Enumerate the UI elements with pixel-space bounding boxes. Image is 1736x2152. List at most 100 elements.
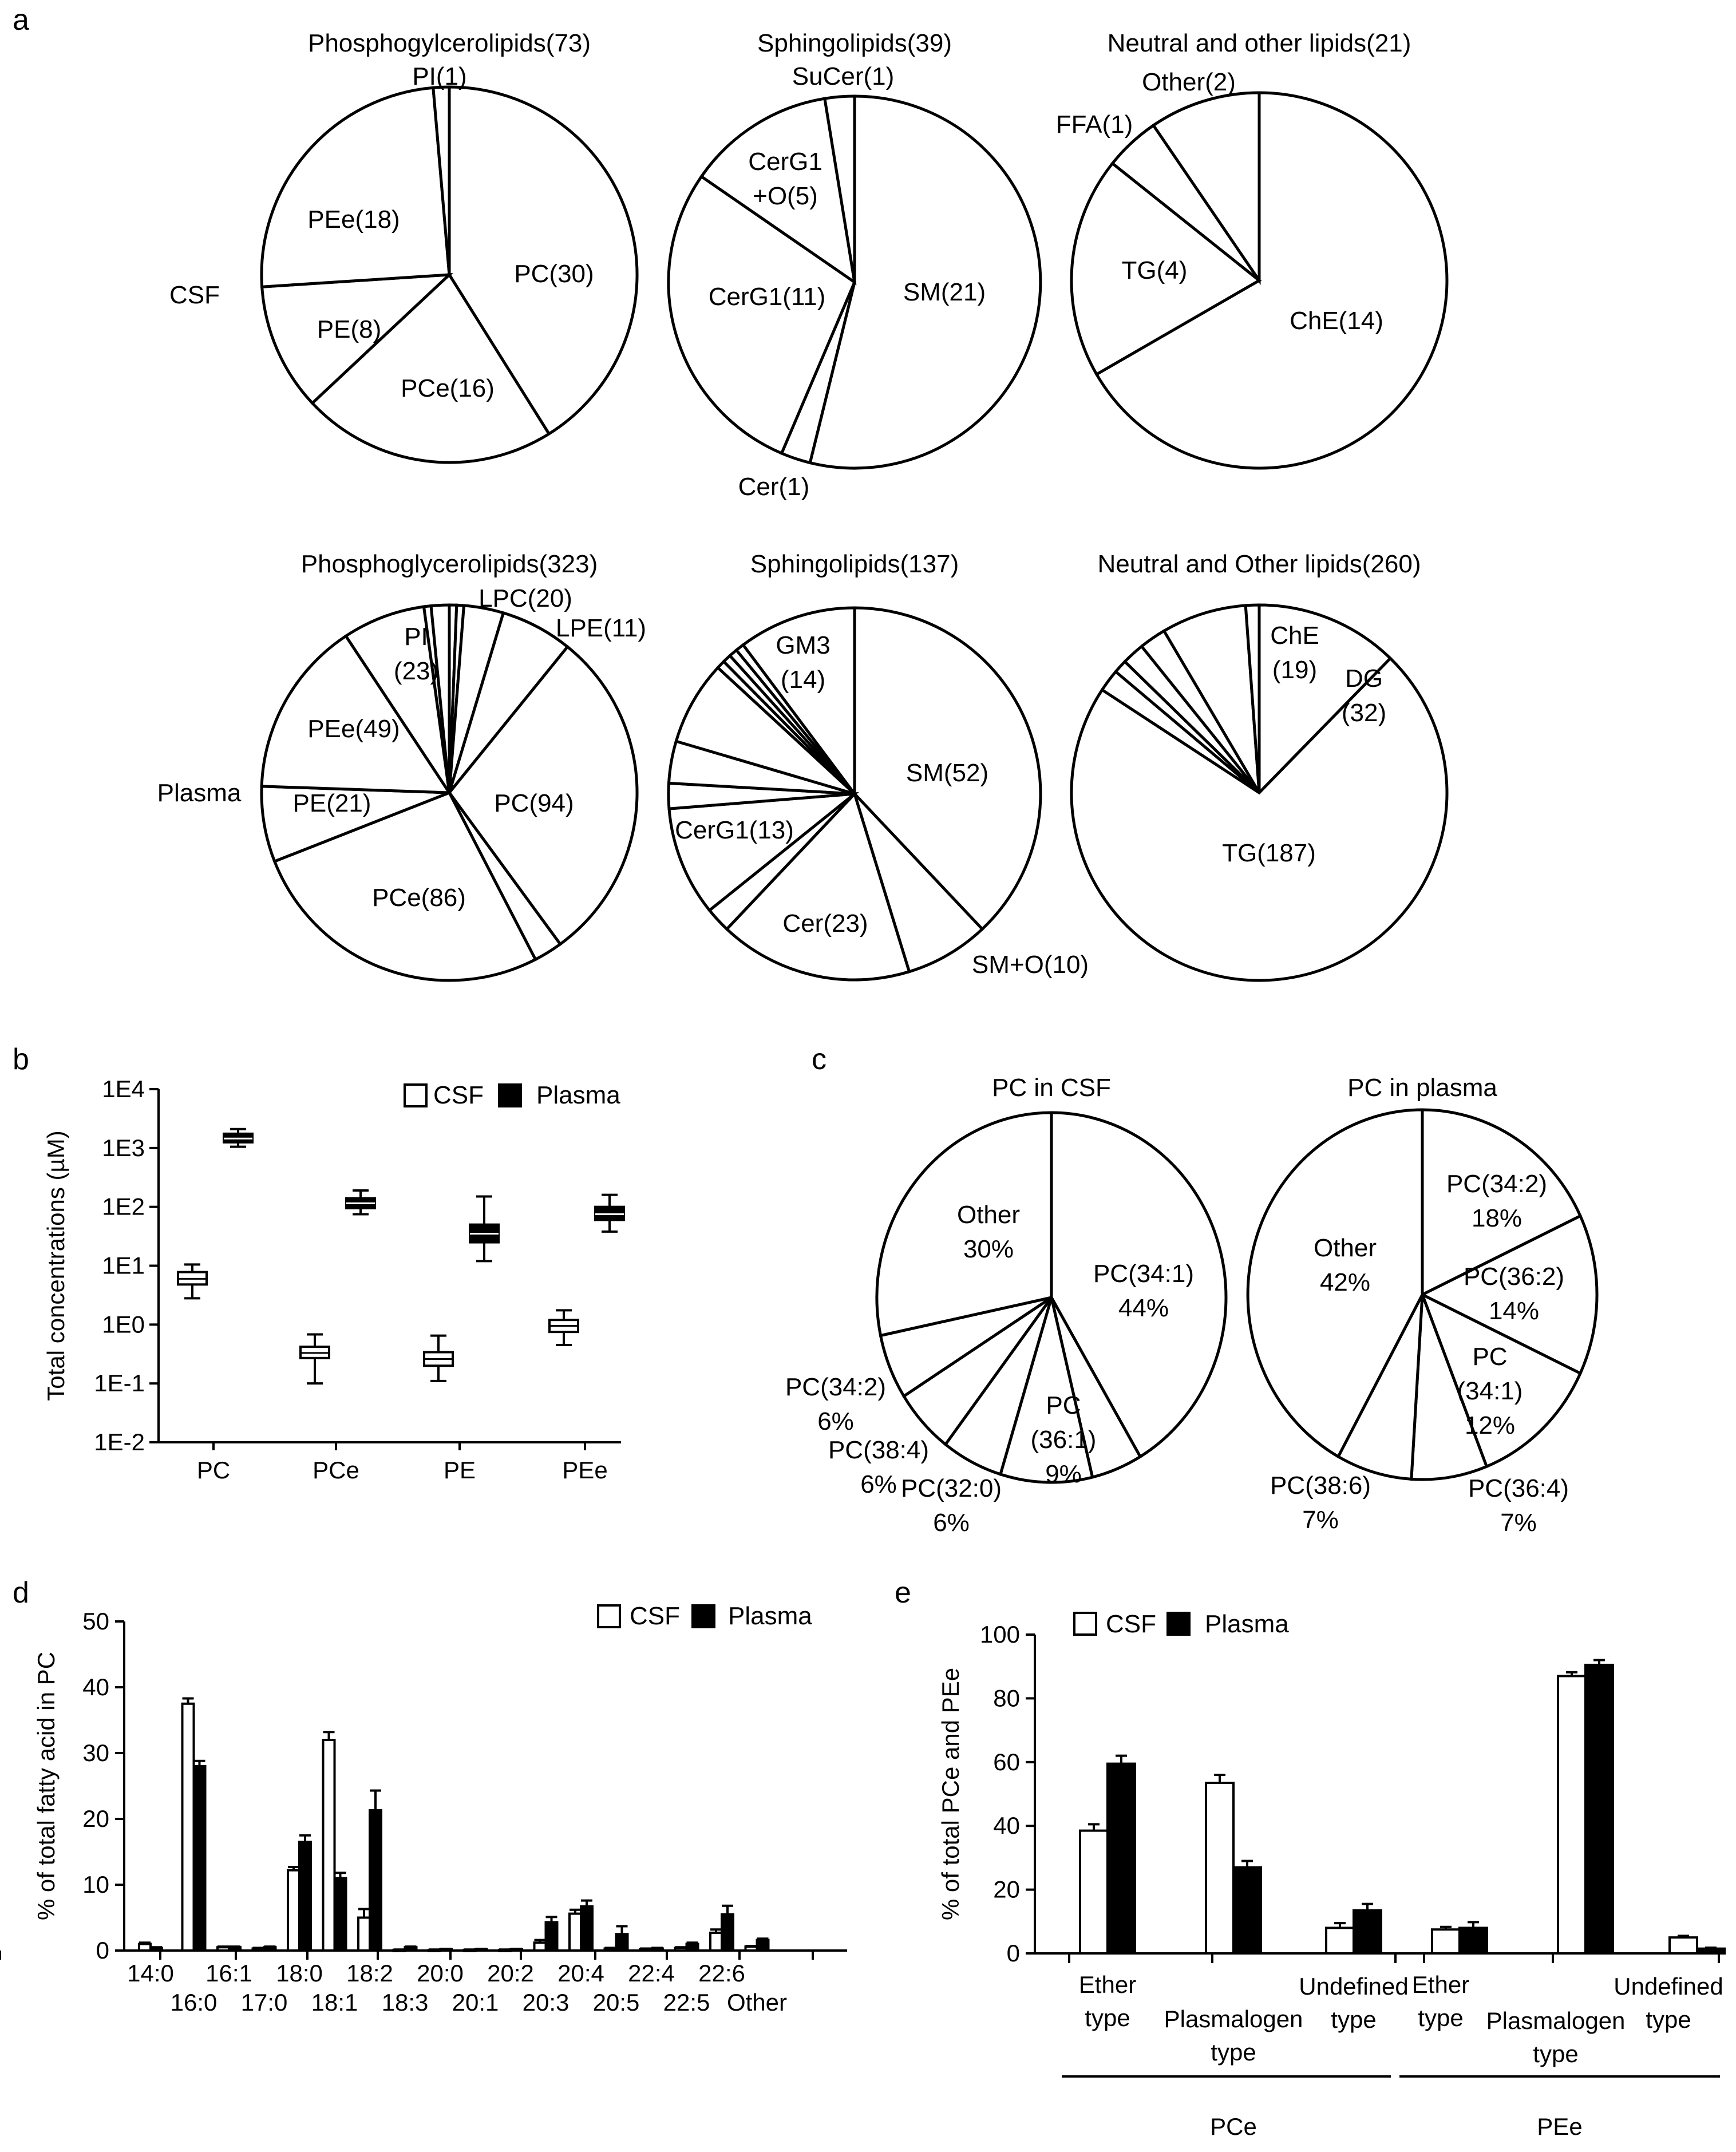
x-tick-label: 16:0 [171, 1989, 218, 2016]
chart-e: 0 20 40 60 80 100 % of total PCe and PEe Ether t… [937, 1610, 1726, 2140]
bar-csf [709, 1931, 723, 1952]
pie-slice [853, 606, 1042, 931]
legend-swatch-csf [1073, 1612, 1097, 1636]
pie-slice [1162, 604, 1261, 794]
pie-a-plasma-neutral: Neutral and Other lipids(260) DG (32) TG(18… [1070, 550, 1449, 982]
pie-slice-label: PC(38:4) 6% [828, 1436, 929, 1498]
pie-slice-label: PE(21) [293, 789, 371, 817]
y-tick-label: 0 [1007, 1940, 1020, 1967]
legend-label-plasma: Plasma [1205, 1610, 1289, 1638]
legend-swatch-plasma [1166, 1612, 1191, 1636]
y-tick-label: 1E3 [102, 1134, 145, 1161]
bar-plasma [580, 1905, 594, 1952]
pie-a-csf-phospho: Phosphogylcerolipids(73) PC(30) PCe(16) PE(… [260, 29, 639, 464]
panel-label-c: c [812, 1043, 827, 1076]
y-tick-label: 0 [96, 1937, 109, 1964]
bar-csf [357, 1916, 371, 1952]
pie-slice-label: SM(21) [903, 278, 986, 306]
bar-csf [322, 1739, 336, 1952]
legend-label-csf: CSF [433, 1081, 484, 1109]
bar-csf [498, 1948, 512, 1952]
pie-slice [1050, 1111, 1228, 1459]
bar-csf [603, 1947, 618, 1952]
pie-slice [1419, 1291, 1583, 1469]
pie-title: PC in CSF [992, 1074, 1111, 1102]
bar-csf [674, 1947, 688, 1952]
bar-plasma [1232, 1866, 1262, 1955]
pie-title: Sphingolipids(137) [750, 550, 959, 578]
x-tick-label: 20:3 [523, 1989, 570, 2016]
pie-slice-label: PC(36:2) 14% [1464, 1263, 1564, 1325]
x-tick-label: 20:4 [557, 1960, 604, 1987]
pie-slice [823, 94, 856, 283]
pie-slice-label: PC(34:1) 44% [1093, 1260, 1194, 1322]
pie-slice [260, 785, 450, 864]
y-axis-label: % of total fatty acid in PC [33, 1652, 60, 1920]
pie-slice-label: PI(1) [412, 62, 466, 90]
pie-slice-label: ChE(14) [1290, 307, 1383, 335]
x-tick-label: Undefined type [1299, 1973, 1408, 2033]
pie-slice-label: PEe(49) [307, 715, 400, 743]
pie-slice [1070, 656, 1449, 982]
y-tick-label: 30 [82, 1739, 109, 1766]
bar-plasma [474, 1948, 488, 1952]
pie-a-csf-sphingo: Sphingolipids(39) SM(21) Cer(1) CerG1(11) Ce… [667, 29, 1042, 501]
y-tick-label: 1E-1 [94, 1370, 145, 1397]
y-tick-label: 40 [993, 1812, 1020, 1839]
legend-label-plasma: Plasma [728, 1602, 812, 1630]
pie-slice [1421, 1108, 1583, 1297]
pie-slice-label: PC(94) [494, 789, 574, 817]
legend-swatch-csf [597, 1604, 621, 1628]
y-tick-label: 40 [82, 1674, 109, 1700]
x-tick-label: Undefined type [1614, 1973, 1723, 2033]
bar-plasma [1106, 1762, 1136, 1955]
bar-csf [1431, 1928, 1461, 1955]
bar-csf [1557, 1675, 1587, 1955]
bar-plasma [369, 1809, 382, 1952]
pie-slice-label: ChE (19) [1270, 622, 1319, 684]
pie-slice-label: LPC(20) [479, 584, 572, 612]
pie-slice-label: PC(36:4) 7% [1468, 1474, 1569, 1537]
pie-slice [272, 790, 537, 982]
bar-plasma [509, 1948, 523, 1952]
pie-slice-label: PC(32:0) 6% [901, 1474, 1002, 1537]
pie-slice [1336, 1293, 1424, 1481]
bar-plasma [1584, 1663, 1614, 1955]
bar-csf [462, 1948, 477, 1952]
pie-slice-label: TG(4) [1122, 256, 1188, 284]
x-tick-label: PEe [562, 1457, 607, 1484]
bar-plasma [228, 1946, 242, 1952]
pie-slice-label: GM3 (14) [776, 631, 830, 694]
bar-csf [1205, 1782, 1235, 1955]
pie-slice [741, 606, 856, 798]
pie-slice-label: FFA(1) [1056, 110, 1133, 139]
pie-slice-label: PC (36:1) 9% [1031, 1391, 1097, 1488]
x-tick-label: 18:3 [382, 1989, 429, 2016]
pie-slice-label: PC(38:6) 7% [1270, 1471, 1371, 1534]
bar-plasma [333, 1877, 347, 1952]
legend-swatch-plasma [498, 1083, 522, 1107]
bar-plasma [439, 1948, 453, 1952]
pie-slice [310, 272, 551, 464]
bar-plasma [685, 1943, 699, 1952]
bar-csf [1325, 1926, 1355, 1955]
pie-slice [429, 603, 451, 793]
bar-csf [287, 1869, 300, 1952]
y-tick-label: 1E2 [102, 1193, 145, 1220]
row-label-csf: CSF [169, 281, 220, 309]
pie-title: PC in plasma [1347, 1074, 1497, 1102]
panel-label-b: b [13, 1043, 29, 1076]
x-tick-label: Plasmalogen type [1164, 2005, 1303, 2066]
x-tick-label: PC [197, 1457, 230, 1484]
pie-slice [260, 273, 453, 405]
x-tick-label: 18:2 [346, 1960, 393, 1987]
pie-slice-label: SM(52) [906, 759, 988, 787]
pie-slice-label: CerG1 +O(5) [748, 148, 822, 210]
chart-b: 1E4 1E3 1E2 1E1 1E0 1E-1 1E-2 Total concentrati… [42, 1075, 625, 1484]
bar-plasma [544, 1921, 559, 1952]
pie-slice [1151, 91, 1261, 286]
x-tick-label: Plasmalogen type [1486, 2007, 1626, 2067]
bar-csf [181, 1702, 195, 1952]
x-tick-label: 14:0 [127, 1960, 174, 1987]
